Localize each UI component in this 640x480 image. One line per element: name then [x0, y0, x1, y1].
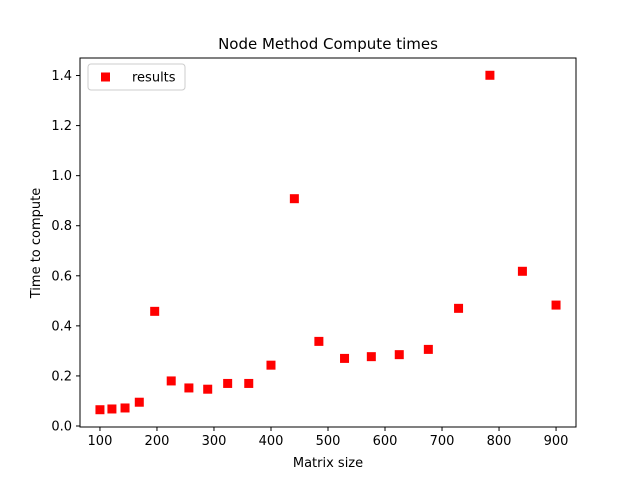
y-axis-label: Time to compute: [29, 188, 44, 299]
data-point: [203, 384, 213, 394]
plot-area: 100 200 300 400 500 600 700 800 900 0.0 0.2 0.4 0.6 0…: [51, 57, 577, 449]
y-tick-label-1.2: 1.2: [51, 119, 72, 134]
x-tick-label-600: 600: [373, 434, 398, 449]
y-tick-label-0.2: 0.2: [51, 369, 72, 384]
x-tick-label-900: 900: [544, 434, 569, 449]
data-point: [551, 300, 561, 310]
data-point: [95, 405, 105, 415]
x-tick-label-400: 400: [259, 434, 284, 449]
data-point: [517, 266, 527, 276]
legend-marker: [101, 72, 110, 82]
data-point: [134, 397, 144, 407]
y-tick-label-0.0: 0.0: [51, 419, 72, 434]
data-point: [223, 378, 233, 388]
x-tick-label-300: 300: [202, 434, 227, 449]
data-point: [423, 344, 433, 354]
x-axis-label: Matrix size: [293, 456, 363, 471]
data-point: [166, 376, 176, 386]
x-tick-label-700: 700: [430, 434, 455, 449]
data-point: [184, 383, 194, 393]
x-tick-label-500: 500: [316, 434, 341, 449]
chart-title: Node Method Compute times: [218, 35, 438, 53]
y-tick-label-1.4: 1.4: [51, 69, 72, 84]
y-tick-label-0.8: 0.8: [51, 219, 72, 234]
data-point: [244, 378, 254, 388]
data-point: [394, 350, 404, 360]
data-point: [340, 353, 350, 363]
x-tick-label-800: 800: [487, 434, 512, 449]
legend-box: [87, 63, 186, 91]
plot-frame: [79, 57, 577, 428]
data-point: [289, 194, 299, 204]
data-point: [366, 352, 376, 362]
data-point: [314, 336, 324, 346]
y-tick-label-1.0: 1.0: [51, 169, 72, 184]
data-point: [266, 360, 276, 370]
x-tick-label-100: 100: [88, 434, 113, 449]
data-point: [485, 70, 495, 80]
y-tick-label-0.6: 0.6: [51, 269, 72, 284]
data-point: [120, 403, 130, 413]
y-tick-label-0.4: 0.4: [51, 319, 72, 334]
x-tick-label-200: 200: [145, 434, 170, 449]
data-point: [107, 404, 117, 414]
data-point: [150, 306, 160, 316]
data-point: [454, 303, 464, 313]
legend-label: results: [132, 71, 176, 86]
